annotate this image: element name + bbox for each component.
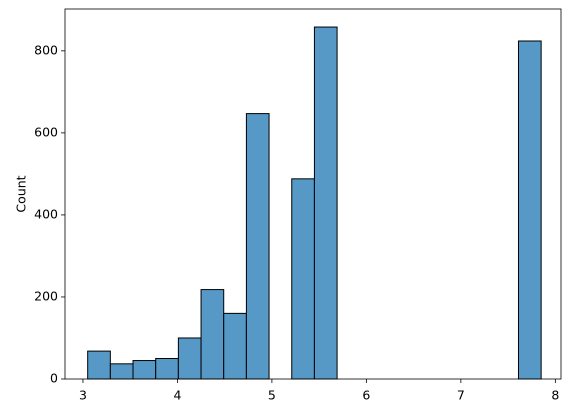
bar [313, 26, 338, 380]
x-tick-label: 4 [173, 388, 181, 403]
bar [155, 357, 179, 380]
y-axis-label: Count [14, 175, 29, 212]
bar [132, 360, 157, 380]
x-tick-label: 3 [79, 388, 87, 403]
bar [177, 337, 202, 380]
y-tick-label: 400 [34, 206, 58, 221]
bar [291, 178, 315, 380]
bar [223, 312, 247, 380]
bar [200, 289, 225, 380]
y-tick-label: 200 [34, 288, 58, 303]
bar [517, 40, 542, 380]
plot-frame [64, 8, 562, 380]
bar [109, 363, 134, 380]
y-tick-label: 800 [34, 42, 58, 57]
x-tick-label: 8 [551, 388, 559, 403]
y-tick-label: 600 [34, 124, 58, 139]
x-tick-label: 5 [268, 388, 276, 403]
x-tick-label: 7 [457, 388, 465, 403]
bar [87, 350, 111, 380]
y-tick-label: 0 [50, 371, 58, 386]
bar [245, 113, 270, 380]
x-tick-label: 6 [362, 388, 370, 403]
